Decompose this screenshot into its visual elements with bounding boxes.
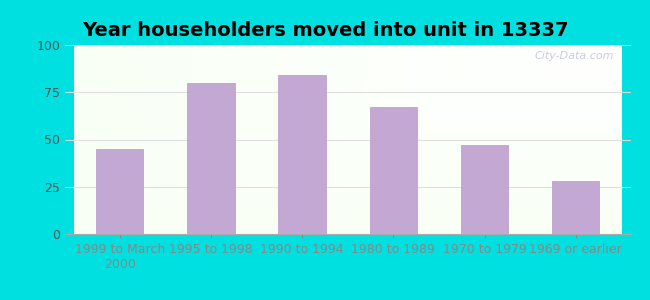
Bar bbox=[187, 83, 235, 234]
Bar bbox=[278, 75, 326, 234]
Text: Year householders moved into unit in 13337: Year householders moved into unit in 133… bbox=[82, 21, 568, 40]
Bar bbox=[552, 181, 599, 234]
Bar bbox=[370, 107, 417, 234]
Text: City-Data.com: City-Data.com bbox=[534, 51, 614, 61]
Bar bbox=[96, 149, 144, 234]
Bar bbox=[461, 145, 508, 234]
